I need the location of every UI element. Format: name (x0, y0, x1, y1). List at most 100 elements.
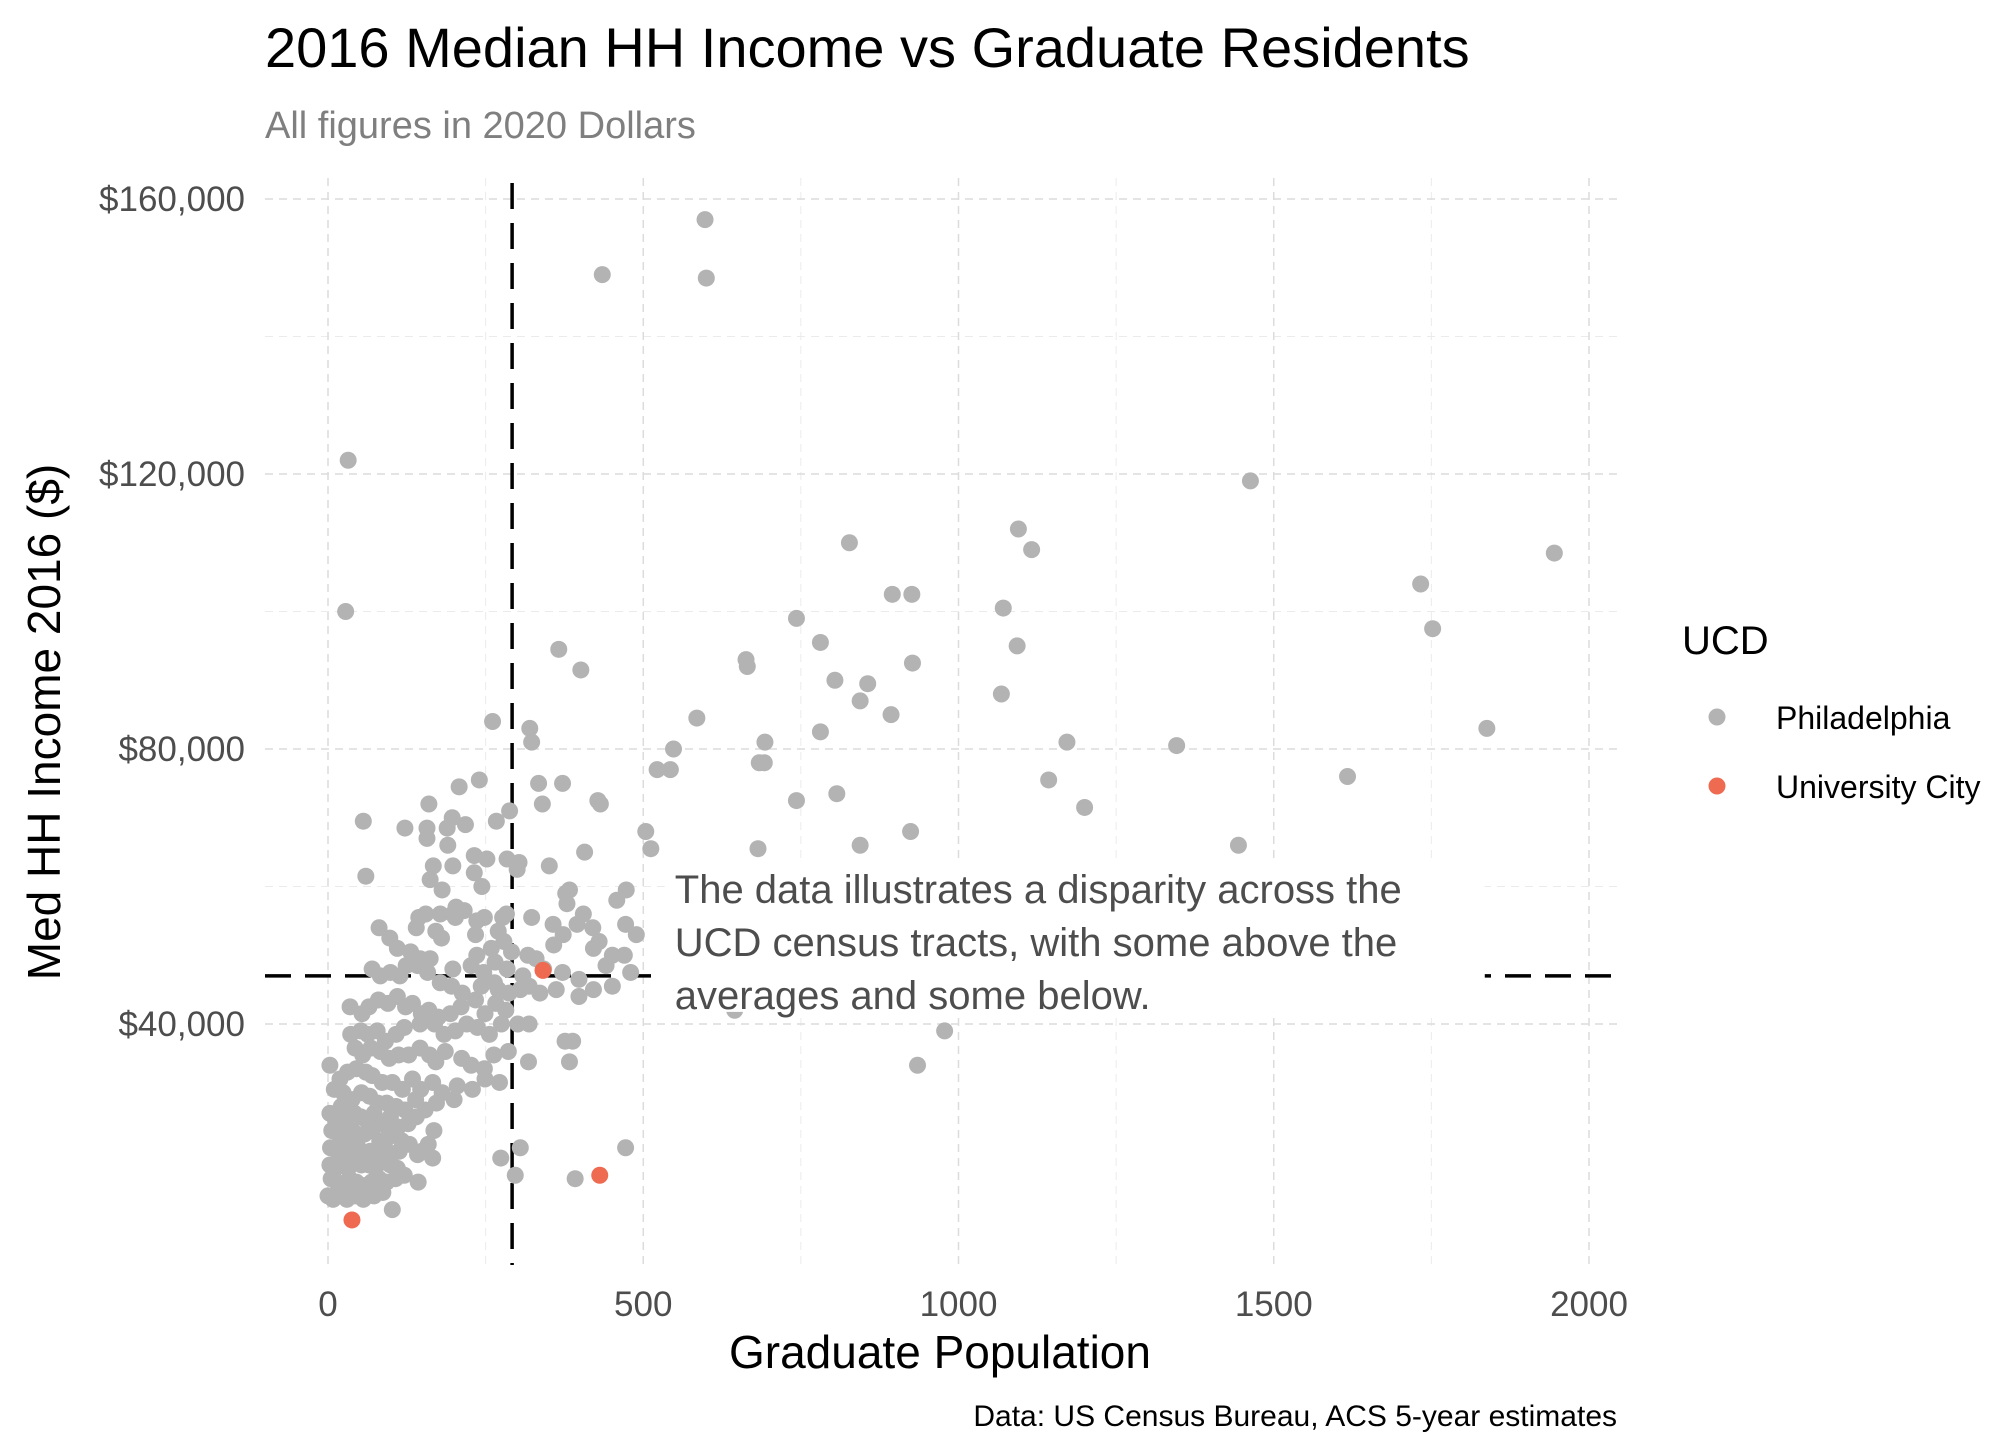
data-point-philadelphia (1076, 798, 1094, 816)
y-tick-label: $40,000 (118, 1005, 245, 1044)
data-point-philadelphia (453, 984, 471, 1002)
data-point-philadelphia (530, 774, 548, 792)
y-axis-label: Med HH Income 2016 ($) (18, 464, 70, 980)
data-point-philadelphia (994, 599, 1012, 617)
data-point-philadelphia (550, 640, 568, 658)
x-tick-label: 0 (318, 1285, 337, 1324)
data-point-philadelphia (487, 812, 505, 830)
data-point-philadelphia (1168, 737, 1186, 755)
data-point-philadelphia (811, 723, 829, 741)
annotation-line: UCD census tracts, with some above the (675, 921, 1398, 965)
data-point-philadelphia (603, 946, 621, 964)
data-point-philadelphia (936, 1022, 954, 1040)
data-point-philadelphia (465, 864, 483, 882)
data-point-philadelphia (1040, 771, 1058, 789)
data-point-philadelphia (431, 905, 449, 923)
data-point-philadelphia (521, 719, 539, 737)
data-point-philadelphia (467, 991, 485, 1009)
data-point-philadelphia (608, 891, 626, 909)
data-point-philadelphia (883, 585, 901, 603)
data-point-philadelphia (570, 988, 588, 1005)
data-point-philadelphia (425, 1122, 443, 1140)
data-point-philadelphia (395, 1166, 413, 1184)
data-point-philadelphia (476, 1070, 494, 1088)
data-point-philadelphia (1229, 836, 1247, 854)
data-point-philadelphia (637, 823, 655, 840)
data-point-philadelphia (554, 963, 572, 981)
y-tick-label: $160,000 (99, 180, 245, 219)
data-point-philadelphia (472, 977, 490, 995)
data-point-philadelphia (439, 836, 457, 854)
data-point-philadelphia (354, 812, 372, 830)
data-point-philadelphia (570, 970, 588, 988)
data-point-philadelphia (826, 671, 844, 689)
legend-title: UCD (1682, 619, 1769, 663)
data-point-philadelphia (452, 998, 470, 1016)
data-point-philadelphia (421, 950, 439, 968)
data-point-philadelphia (1058, 733, 1076, 751)
data-point-philadelphia (476, 1005, 494, 1023)
data-point-philadelphia (502, 943, 520, 961)
data-point-philadelphia (1424, 620, 1442, 638)
data-points (319, 211, 1563, 1229)
data-point-philadelphia (593, 266, 611, 284)
data-point-philadelphia (424, 857, 442, 875)
data-point-philadelphia (470, 771, 488, 789)
data-point-philadelphia (697, 269, 715, 287)
data-point-philadelphia (468, 946, 486, 964)
data-point-philadelphia (554, 926, 572, 944)
data-point-philadelphia (572, 661, 590, 679)
data-point-philadelphia (531, 984, 549, 1002)
data-point-philadelphia (603, 977, 621, 995)
data-point-philadelphia (448, 1077, 466, 1095)
data-point-philadelphia (615, 946, 633, 964)
data-point-philadelphia (421, 871, 439, 889)
data-point-philadelphia (661, 761, 679, 779)
data-point-philadelphia (482, 939, 500, 957)
annotation-line: averages and some below. (675, 974, 1151, 1018)
data-point-philadelphia (540, 857, 558, 875)
legend-label-philadelphia: Philadelphia (1776, 700, 1951, 736)
chart-caption: Data: US Census Bureau, ACS 5-year estim… (973, 1400, 1617, 1433)
data-point-philadelphia (463, 1080, 481, 1098)
annotation-background (664, 859, 1485, 1012)
legend-marker-philadelphia (1708, 708, 1726, 726)
data-point-philadelphia (436, 1043, 454, 1060)
y-axis-ticks: $40,000 $80,000 $120,000 $160,000 (99, 180, 245, 1044)
data-point-philadelphia (560, 881, 578, 899)
data-point-philadelphia (909, 1056, 927, 1074)
data-point-philadelphia (497, 905, 515, 923)
data-point-philadelphia (591, 795, 609, 813)
annotation-text: The data illustrates a disparity across … (664, 859, 1485, 1018)
data-point-philadelphia (492, 1015, 510, 1033)
data-point-philadelphia (485, 1046, 503, 1064)
data-point-philadelphia (370, 919, 388, 937)
data-point-philadelphia (696, 211, 714, 229)
data-point-philadelphia (902, 823, 920, 840)
y-tick-label: $120,000 (99, 455, 245, 494)
x-tick-label: 1000 (920, 1285, 998, 1324)
data-point-university-city (534, 961, 552, 979)
legend-label-university-city: University City (1776, 769, 1980, 805)
data-point-philadelphia (558, 895, 576, 913)
data-point-philadelphia (445, 1091, 463, 1109)
data-point-philadelphia (409, 1146, 427, 1164)
x-tick-label: 500 (614, 1285, 672, 1324)
data-point-philadelphia (811, 633, 829, 651)
data-point-philadelphia (396, 819, 414, 837)
data-point-philadelphia (433, 881, 451, 899)
x-tick-label: 1500 (1235, 1285, 1313, 1324)
data-point-philadelphia (622, 963, 640, 981)
data-point-philadelphia (388, 939, 406, 957)
data-point-philadelphia (1339, 768, 1357, 785)
data-point-philadelphia (432, 929, 450, 947)
data-point-philadelphia (411, 1015, 429, 1033)
data-point-philadelphia (665, 740, 683, 758)
data-point-philadelphia (1008, 637, 1026, 655)
data-point-philadelphia (484, 713, 502, 730)
data-point-philadelphia (475, 908, 493, 926)
legend-marker-university-city (1708, 777, 1726, 795)
data-point-philadelphia (648, 761, 666, 779)
data-point-philadelphia (321, 1056, 339, 1074)
data-point-university-city (343, 1211, 361, 1229)
